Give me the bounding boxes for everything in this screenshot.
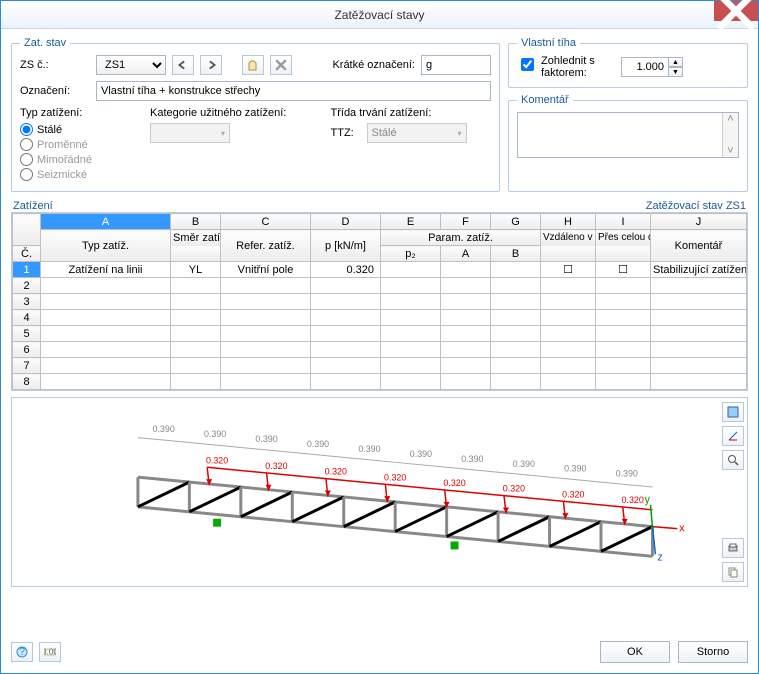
- diagram-panel: 0.390 0.390 0.390 0.390 0.390 0.390 0.390 0.390…: [11, 397, 748, 587]
- svg-text:0.390: 0.390: [513, 459, 535, 469]
- svg-text:0.320: 0.320: [443, 478, 465, 488]
- komentar-textarea[interactable]: ˄˅: [517, 112, 739, 158]
- zsc-select[interactable]: ZS1: [96, 55, 166, 75]
- svg-text:0.390: 0.390: [564, 464, 586, 474]
- svg-text:y: y: [645, 494, 651, 506]
- svg-text:0.320: 0.320: [265, 461, 287, 471]
- window-title: Zatěžovací stavy: [334, 8, 424, 22]
- svg-text:0.00: 0.00: [44, 647, 56, 656]
- kratke-input[interactable]: [421, 55, 491, 75]
- storno-button[interactable]: Storno: [678, 641, 748, 663]
- kratke-label: Krátké označení:: [332, 59, 415, 71]
- svg-text:?: ?: [19, 646, 25, 658]
- truss-diagram: 0.390 0.390 0.390 0.390 0.390 0.390 0.390 0.390…: [12, 398, 719, 586]
- svg-text:0.390: 0.390: [358, 444, 380, 454]
- next-button[interactable]: [200, 55, 222, 75]
- svg-text:0.390: 0.390: [410, 449, 432, 459]
- spin-down[interactable]: ▼: [669, 67, 683, 77]
- svg-text:0.320: 0.320: [384, 472, 406, 482]
- kategorie-label: Kategorie užitného zatížení:: [150, 107, 311, 119]
- oznaceni-label: Označení:: [20, 85, 90, 97]
- new-button[interactable]: [242, 55, 264, 75]
- zatstav-group: Zat. stav ZS č.: ZS1 Krátké označení: Oz…: [11, 37, 500, 192]
- help-button[interactable]: ?: [11, 642, 33, 662]
- svg-text:0.320: 0.320: [325, 467, 347, 477]
- oznaceni-input[interactable]: [96, 81, 491, 101]
- delete-button[interactable]: [270, 55, 292, 75]
- komentar-legend: Komentář: [517, 94, 573, 106]
- radio-promenne[interactable]: [20, 138, 33, 151]
- factor-spinner[interactable]: ▲▼: [621, 57, 683, 77]
- units-button[interactable]: 0.00: [39, 642, 61, 662]
- prev-button[interactable]: [172, 55, 194, 75]
- svg-text:0.320: 0.320: [562, 489, 584, 499]
- tool-print-icon[interactable]: [722, 538, 744, 558]
- tool-axis-icon[interactable]: [722, 426, 744, 446]
- svg-text:0.320: 0.320: [622, 495, 644, 505]
- kategorie-select: ▾: [150, 123, 230, 143]
- zatizeni-right: Zatěžovací stav ZS1: [646, 200, 746, 212]
- tool-zoom-icon[interactable]: [722, 450, 744, 470]
- svg-text:0.390: 0.390: [255, 434, 277, 444]
- table-row[interactable]: 1 Zatížení na linii YL Vnitřní pole 0.32…: [13, 262, 747, 278]
- radio-mimoradne[interactable]: [20, 153, 33, 166]
- radio-stale[interactable]: [20, 123, 33, 136]
- trida-label: Třída trvání zatížení:: [331, 107, 492, 119]
- vlastni-group: Vlastní tíha Zohlednit s faktorem: ▲▼: [508, 37, 748, 88]
- zatizeni-label: Zatížení: [13, 200, 53, 212]
- zatstav-legend: Zat. stav: [20, 37, 70, 49]
- zsc-label: ZS č.:: [20, 59, 90, 71]
- svg-text:0.390: 0.390: [153, 424, 175, 434]
- svg-text:0.390: 0.390: [616, 469, 638, 479]
- svg-text:0.390: 0.390: [461, 454, 483, 464]
- svg-text:0.320: 0.320: [503, 484, 525, 494]
- typ-label: Typ zatížení:: [20, 107, 130, 119]
- zatizeni-table[interactable]: A B C D E F G H I J Typ zatíž. Směr zatí…: [11, 212, 748, 391]
- ok-button[interactable]: OK: [600, 641, 670, 663]
- svg-text:x: x: [679, 523, 685, 535]
- vlastni-legend: Vlastní tíha: [517, 37, 580, 49]
- ttz-select: Stálé▾: [367, 123, 467, 143]
- titlebar: Zatěžovací stavy: [1, 1, 758, 29]
- zohlednit-checkbox[interactable]: [521, 58, 534, 71]
- svg-text:0.390: 0.390: [307, 439, 329, 449]
- zohlednit-label: Zohlednit s faktorem:: [541, 55, 611, 79]
- close-button[interactable]: [714, 1, 758, 21]
- svg-text:0.390: 0.390: [204, 429, 226, 439]
- radio-seizmicke[interactable]: [20, 168, 33, 181]
- ttz-label: TTZ:: [331, 127, 361, 139]
- spin-up[interactable]: ▲: [669, 57, 683, 67]
- svg-text:z: z: [657, 551, 662, 563]
- komentar-group: Komentář ˄˅: [508, 94, 748, 192]
- factor-input[interactable]: [621, 57, 669, 77]
- svg-text:0.320: 0.320: [206, 455, 228, 465]
- tool-copy-icon[interactable]: [722, 562, 744, 582]
- tool-image-icon[interactable]: [722, 402, 744, 422]
